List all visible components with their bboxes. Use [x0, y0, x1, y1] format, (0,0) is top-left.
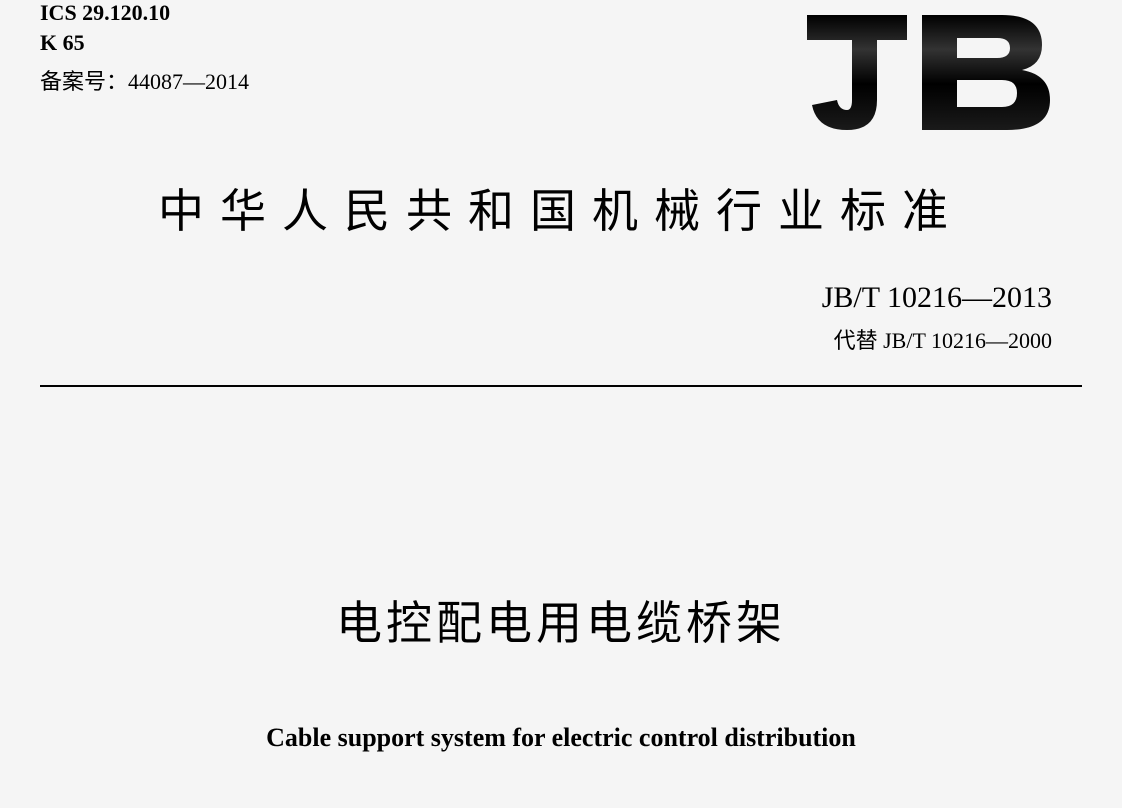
header-metadata: ICS 29.120.10 K 65 备案号：44087—2014	[40, 0, 249, 96]
standard-number-section: JB/T 10216—2013 代替 JB/T 10216—2000	[40, 281, 1082, 355]
chinese-document-title: 电控配电用电缆桥架	[40, 587, 1082, 653]
horizontal-divider	[40, 385, 1082, 387]
k-code: K 65	[40, 30, 249, 56]
main-title-section: 中华人民共和国机械行业标准	[40, 175, 1082, 241]
jb-logo	[792, 0, 1062, 145]
main-title: 中华人民共和国机械行业标准	[40, 175, 1082, 241]
header-section: ICS 29.120.10 K 65 备案号：44087—2014	[40, 0, 1082, 145]
chinese-title-section: 电控配电用电缆桥架	[40, 587, 1082, 653]
standard-number: JB/T 10216—2013	[40, 281, 1052, 315]
record-number: 备案号：44087—2014	[40, 64, 249, 96]
ics-code: ICS 29.120.10	[40, 0, 249, 26]
english-document-title: Cable support system for electric contro…	[40, 723, 1082, 753]
english-title-section: Cable support system for electric contro…	[40, 723, 1082, 753]
replaces-text: 代替 JB/T 10216—2000	[40, 323, 1052, 355]
